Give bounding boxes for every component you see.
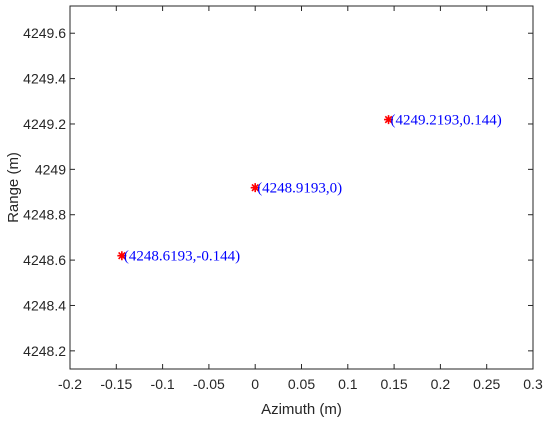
data-point: (4249.2193,0.144) [384, 113, 502, 129]
x-tick-label: 0.05 [288, 376, 315, 392]
x-tick-label: -0.15 [100, 376, 132, 392]
x-tick-label: -0.2 [58, 376, 82, 392]
y-tick-label: 4249 [35, 161, 66, 177]
y-tick-label: 4248.4 [23, 297, 66, 313]
data-point: (4248.9193,0) [250, 181, 342, 197]
point-annotation: (4248.6193,-0.144) [124, 249, 240, 265]
y-tick-label: 4249.2 [23, 116, 66, 132]
y-axis-title: Range (m) [5, 152, 22, 223]
y-tick-label: 4248.8 [23, 207, 66, 223]
x-tick-label: 0.1 [338, 376, 358, 392]
point-annotation: (4249.2193,0.144) [391, 113, 502, 129]
marks-layer: (4248.6193,-0.144) (4248.9193,0) (4249.219… [117, 113, 502, 265]
x-tick-label: -0.1 [151, 376, 175, 392]
x-tick-label: 0.25 [473, 376, 500, 392]
x-axis-title: Azimuth (m) [261, 401, 342, 418]
x-tick-label: 0.15 [380, 376, 407, 392]
star-marker [384, 115, 394, 125]
x-tick-label: -0.05 [193, 376, 225, 392]
y-tick-label: 4248.6 [23, 252, 66, 268]
axes-layer: -0.2 -0.15 -0.1 -0.05 0 0.05 0.1 0.15 0.2 0.25 0.3… [23, 5, 543, 392]
x-tick-label: 0 [251, 376, 259, 392]
x-tick-label: 0.3 [523, 376, 543, 392]
data-point: (4248.6193,-0.144) [117, 249, 240, 265]
star-marker [117, 251, 127, 261]
y-tick-label: 4248.2 [23, 343, 66, 359]
point-annotation: (4248.9193,0) [257, 181, 342, 197]
star-marker [250, 183, 260, 193]
y-tick-label: 4249.4 [23, 71, 66, 87]
x-tick-label: 0.2 [431, 376, 451, 392]
y-tick-label: 4249.6 [23, 25, 66, 41]
plot-area [69, 5, 534, 370]
